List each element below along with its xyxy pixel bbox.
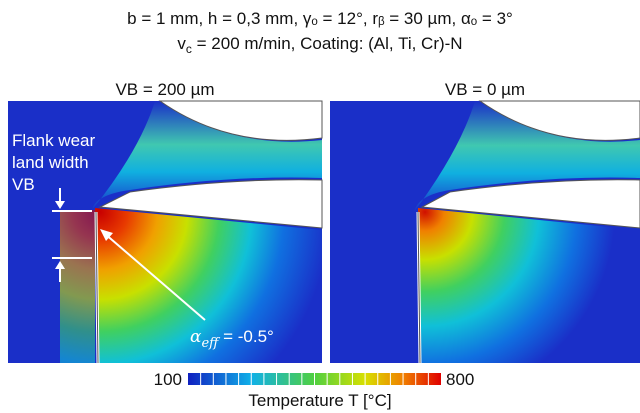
text: = -0.5°: [218, 327, 273, 346]
panel-label: VB = 0 µm: [445, 80, 525, 99]
text: = 200 m/min, Coating: (Al, Ti, Cr)-N: [192, 34, 463, 53]
header-line1: b = 1 mm, h = 0,3 mm, γₒ = 12°, rᵦ = 30 …: [127, 9, 513, 28]
annotation: land width: [12, 153, 89, 172]
colorbar-max: 800: [446, 370, 474, 389]
subscript: eff: [201, 336, 221, 351]
symbol: α: [190, 327, 202, 347]
vb-markers: [52, 188, 206, 321]
simulation-left: [8, 100, 323, 364]
subscript: c: [186, 42, 192, 56]
annotation: VB: [12, 175, 35, 194]
panel-label: VB = 200 µm: [115, 80, 214, 99]
colorbar-min: 100: [154, 370, 182, 389]
annotation: Flank wear: [12, 131, 95, 150]
colorbar-label: Temperature T [°C]: [248, 391, 391, 410]
symbol: v: [177, 34, 186, 53]
simulation-right: [330, 100, 640, 364]
colorbar-bands: [200, 373, 429, 385]
header-line2: vc = 200 m/min, Coating: (Al, Ti, Cr)-N: [177, 34, 462, 56]
alpha-eff: αeff = -0.5°: [190, 327, 274, 351]
